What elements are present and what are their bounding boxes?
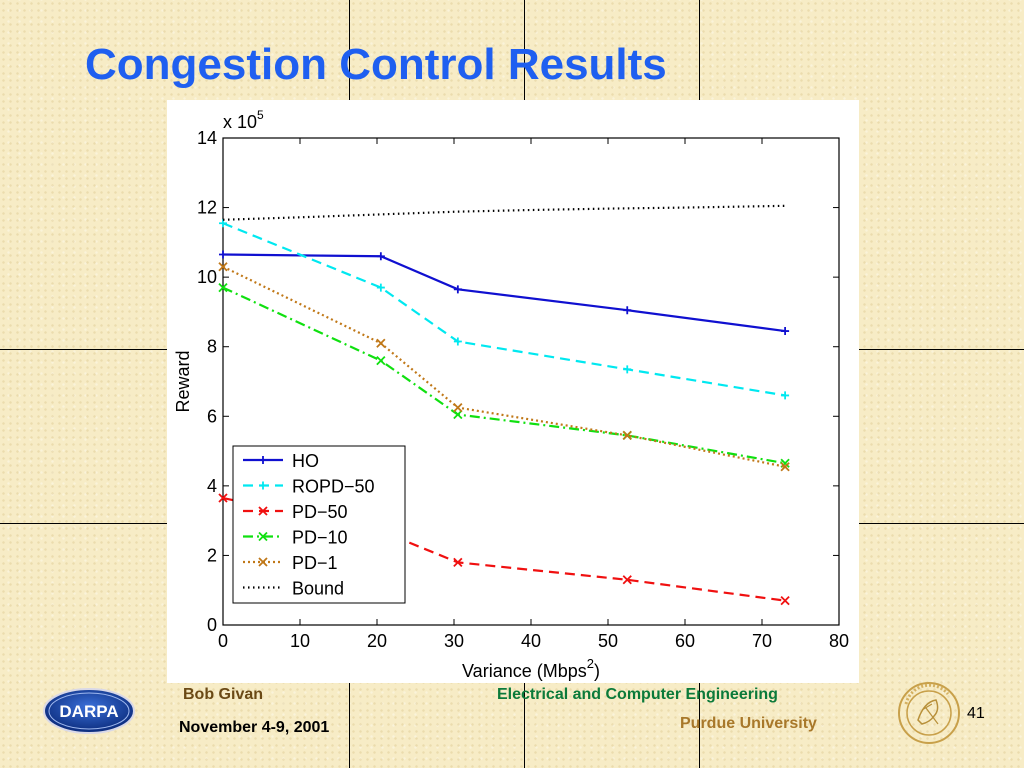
x-tick-label: 50 <box>598 631 618 651</box>
department-name: Electrical and Computer Engineering <box>497 686 778 703</box>
data-point-marker <box>780 462 790 472</box>
data-point-marker <box>219 250 227 259</box>
legend-label: HO <box>292 451 319 471</box>
series-line <box>222 222 786 397</box>
data-point-marker <box>218 262 228 272</box>
series-line <box>222 265 786 468</box>
data-point-marker <box>623 306 632 315</box>
series-ho <box>219 250 790 336</box>
y-tick-label: 8 <box>207 337 217 357</box>
data-point-marker <box>781 391 790 400</box>
legend-label: PD−1 <box>292 553 338 573</box>
x-tick-label: 30 <box>444 631 464 651</box>
y-tick-label: 14 <box>197 128 217 148</box>
line-chart: 0 10 20 30 40 50 60 70 80 0 2 4 6 8 10 12 14 HO ROPD−50 PD… <box>173 108 849 681</box>
legend-label: PD−10 <box>292 528 348 548</box>
legend-box <box>232 445 406 604</box>
data-point-marker <box>780 596 790 606</box>
series-line <box>222 204 786 221</box>
data-point-marker <box>781 327 790 336</box>
axis-ticks: 0 10 20 30 40 50 60 70 80 0 2 4 6 8 10 12 14 <box>197 128 849 651</box>
purdue-seal-logo <box>898 682 960 744</box>
data-point-marker <box>453 402 463 413</box>
y-tick-label: 2 <box>207 545 217 565</box>
x-axis-label-superscript: 2 <box>587 656 594 671</box>
university-name: Purdue University <box>680 715 817 732</box>
x-tick-label: 70 <box>752 631 772 651</box>
legend-label: Bound <box>292 579 344 599</box>
data-point-marker <box>622 575 632 585</box>
x-tick-label: 40 <box>521 631 541 651</box>
y-tick-label: 10 <box>197 267 217 287</box>
y-tick-label: 4 <box>207 476 217 496</box>
darpa-logo-text: DARPA <box>59 702 118 721</box>
x-tick-label: 10 <box>290 631 310 651</box>
data-point-marker <box>259 481 267 490</box>
y-tick-label: 0 <box>207 615 217 635</box>
data-point-marker <box>219 219 227 228</box>
y-tick-label: 6 <box>207 406 217 426</box>
data-point-marker <box>258 557 268 567</box>
x-axis-label-text: Variance (Mbps <box>462 661 587 681</box>
series-line <box>222 286 786 465</box>
series-line <box>222 253 786 333</box>
x-tick-label: 0 <box>218 631 228 651</box>
chart-panel: 0 10 20 30 40 50 60 70 80 0 2 4 6 8 10 12 14 HO ROPD−50 PD… <box>167 100 859 683</box>
y-axis-multiplier: x 105 <box>223 108 264 132</box>
data-point-marker <box>453 285 462 294</box>
data-point-marker <box>376 355 386 366</box>
background-horizontal-line <box>0 349 167 350</box>
background-horizontal-line <box>0 523 167 524</box>
data-point-marker <box>218 282 228 293</box>
x-tick-label: 80 <box>829 631 849 651</box>
data-point-marker <box>376 252 385 261</box>
series-ropd-50 <box>219 219 790 400</box>
legend-label: ROPD−50 <box>292 477 375 497</box>
data-point-marker <box>218 493 228 503</box>
y-tick-label: 12 <box>197 198 217 218</box>
background-horizontal-line <box>859 349 1024 350</box>
x-tick-label: 60 <box>675 631 695 651</box>
legend-label: PD−50 <box>292 502 348 522</box>
series-pd-1 <box>218 262 790 472</box>
author-name: Bob Givan <box>183 686 264 703</box>
data-point-marker <box>376 338 386 348</box>
data-point-marker <box>453 409 463 420</box>
x-axis-label: Variance (Mbps2) <box>462 656 600 681</box>
series-bound <box>222 204 786 221</box>
page-number: 41 <box>967 705 985 722</box>
series-pd-10 <box>218 282 790 468</box>
presentation-date: November 4-9, 2001 <box>179 719 330 736</box>
background-horizontal-line <box>859 523 1024 524</box>
data-point-marker <box>258 531 268 542</box>
data-point-marker <box>258 506 268 516</box>
y-multiplier-base: x 10 <box>223 112 257 132</box>
data-point-marker <box>622 430 632 441</box>
series-lines <box>218 204 790 606</box>
data-point-marker <box>453 337 462 346</box>
data-point-marker <box>453 557 463 568</box>
data-point-marker <box>259 456 267 464</box>
data-point-marker <box>623 365 632 374</box>
darpa-logo: DARPA <box>43 688 135 734</box>
data-point-marker <box>376 283 385 292</box>
x-tick-label: 20 <box>367 631 387 651</box>
y-multiplier-exponent: 5 <box>257 108 264 122</box>
slide-title: Congestion Control Results <box>85 40 667 89</box>
x-axis-label-close: ) <box>594 661 600 681</box>
y-axis-label: Reward <box>173 350 193 412</box>
legend: HO ROPD−50 PD−50 PD−10 PD−1 Bound <box>232 445 406 604</box>
